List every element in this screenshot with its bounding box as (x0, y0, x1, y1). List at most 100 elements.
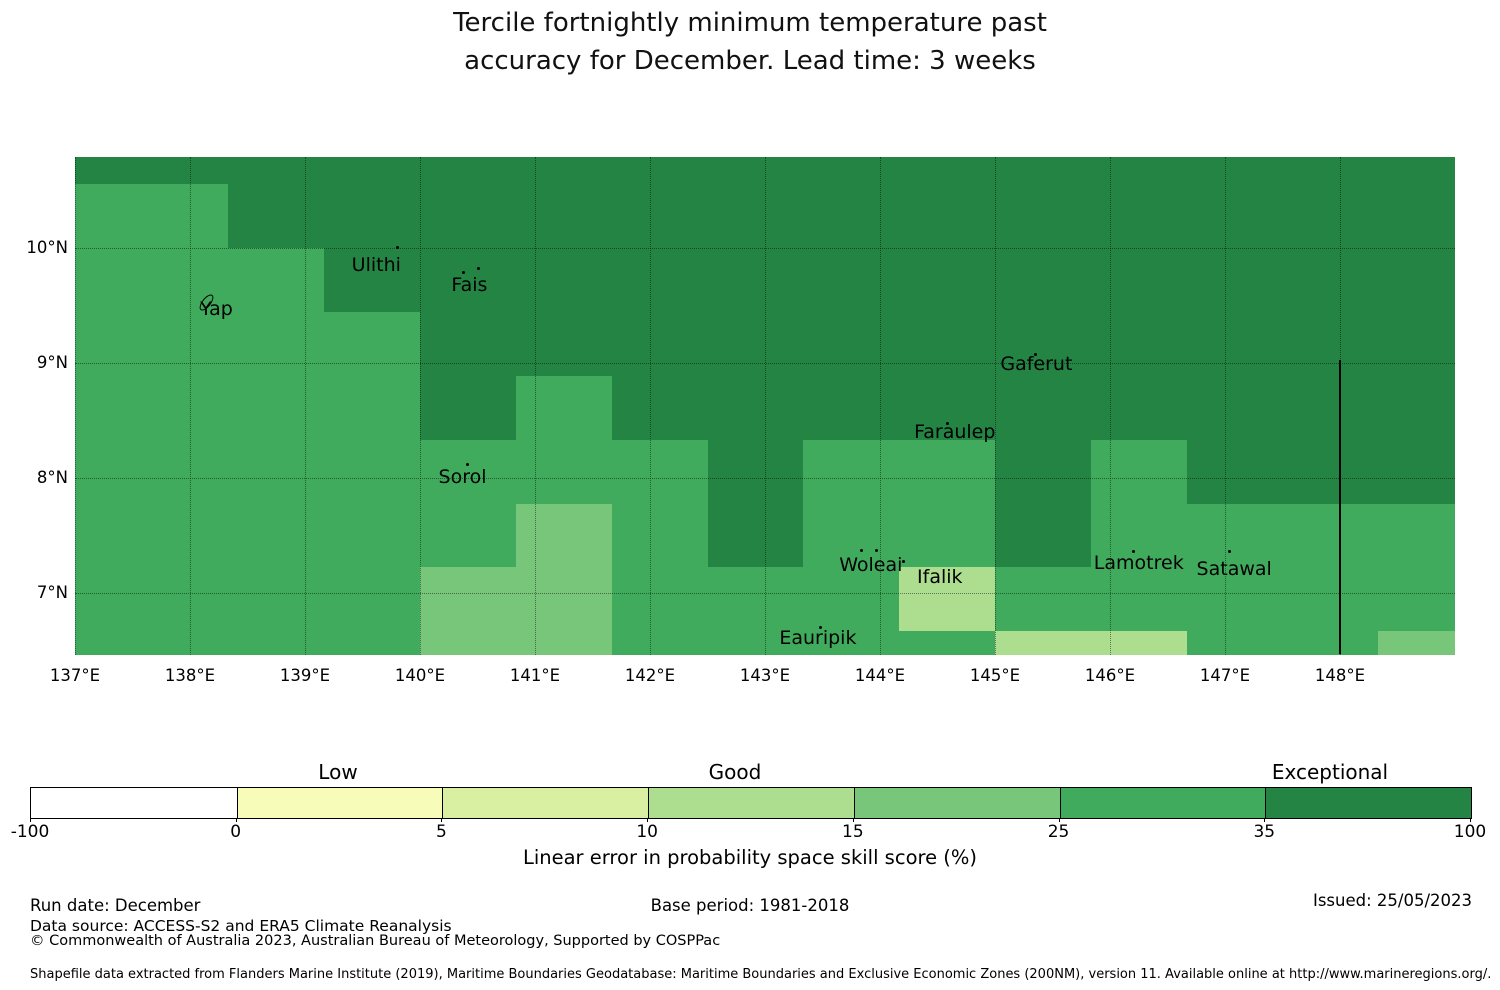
map-cell (899, 567, 996, 633)
map-cell (75, 157, 134, 186)
map-cell (75, 184, 134, 249)
map-cell (707, 247, 805, 313)
map-cell (132, 439, 230, 505)
map-cell (1282, 375, 1380, 441)
colorbar-segment (1059, 788, 1266, 818)
map-cell (1090, 631, 1188, 655)
gridline-meridian (1225, 157, 1226, 655)
map-cell (132, 375, 230, 441)
colorbar-category-label: Exceptional (1271, 760, 1389, 784)
map-cell (228, 157, 326, 186)
gridline-meridian (995, 157, 996, 655)
map-cell (803, 311, 901, 377)
map-cell (995, 375, 1092, 441)
map-cell (1378, 439, 1455, 505)
map-cell (1186, 247, 1284, 313)
island-dot (462, 270, 466, 274)
colorbar-category-label: Low (318, 760, 358, 784)
maritime-boundary-line (1339, 359, 1341, 654)
map-cell (324, 567, 421, 633)
map-cell (132, 567, 230, 633)
gridline-meridian (190, 157, 191, 655)
map-cell (1282, 631, 1380, 655)
island-label: Woleai (839, 554, 903, 577)
map-cell (1090, 311, 1188, 377)
colorbar-tick-mark (1058, 818, 1060, 822)
gridline-meridian (420, 157, 421, 655)
map-cell (75, 247, 134, 313)
map-cell (1378, 157, 1455, 186)
map-canvas: Yap Ulithi Fais Sorol Gaferut Faraulep Woleai I… (75, 157, 1455, 655)
map-cell (515, 439, 613, 505)
map-cell (420, 631, 517, 655)
map-cell (75, 311, 134, 377)
x-tick-label: 139°E (279, 666, 331, 685)
map-cell (420, 157, 517, 186)
map-cell (1090, 503, 1188, 569)
map-cell (611, 157, 709, 186)
map-cell (1090, 567, 1188, 633)
island-label: Eauripik (779, 626, 857, 649)
map-cell (1378, 247, 1455, 313)
gridline-meridian (75, 157, 76, 655)
colorbar-tick-label: 5 (436, 822, 447, 842)
map-cell (707, 567, 805, 633)
map-cell (228, 247, 326, 313)
map-cell (228, 439, 326, 505)
colorbar-axis-label: Linear error in probability space skill … (522, 846, 978, 869)
map-cell (75, 439, 134, 505)
y-tick-label: 10°N (26, 237, 68, 257)
map-cell (611, 311, 709, 377)
map-cell (132, 184, 230, 249)
map-cell (1090, 157, 1188, 186)
map-cell (1378, 311, 1455, 377)
gridline-meridian (1340, 157, 1341, 655)
colorbar-segment (31, 788, 237, 818)
map-cell (995, 247, 1092, 313)
map-cell (1282, 567, 1380, 633)
island-dot (946, 422, 950, 426)
x-tick-label: 137°E (49, 666, 101, 685)
map-cell (132, 311, 230, 377)
map-cell (1186, 503, 1284, 569)
map-cell (515, 631, 613, 655)
map-cell (515, 375, 613, 441)
colorbar-tick-mark (441, 818, 443, 822)
chart-title-line1: Tercile fortnightly minimum temperature … (453, 8, 1047, 38)
map-cell (611, 184, 709, 249)
colorbar-tick-mark (30, 818, 31, 822)
map-cell (707, 631, 805, 655)
map-cell (324, 247, 421, 313)
map-cell (899, 247, 996, 313)
map-cell (228, 503, 326, 569)
map-cell (1186, 157, 1284, 186)
map-cell (1282, 247, 1380, 313)
map-cell (1090, 184, 1188, 249)
map-cell (1186, 567, 1284, 633)
gridline-meridian (535, 157, 536, 655)
map-cell (899, 311, 996, 377)
map-cell (1186, 311, 1284, 377)
map-cell (515, 567, 613, 633)
map-cell (611, 439, 709, 505)
map-cell (132, 503, 230, 569)
island-dot (901, 560, 905, 564)
map-cell (1282, 157, 1380, 186)
colorbar-tick-mark (1470, 818, 1471, 822)
map-cell (1378, 567, 1455, 633)
map-cell (803, 631, 901, 655)
map-cell (1090, 439, 1188, 505)
map-cell (515, 311, 613, 377)
map-cell (995, 631, 1092, 655)
map-cell (1186, 184, 1284, 249)
map-cell (1378, 375, 1455, 441)
gridline-parallel (75, 362, 1455, 364)
map-cell (995, 503, 1092, 569)
map-cell (75, 631, 134, 655)
colorbar-segment (1265, 788, 1471, 818)
map-cell (228, 567, 326, 633)
map-cell (1378, 631, 1455, 655)
map-cell (707, 503, 805, 569)
map-cell (899, 503, 996, 569)
footer-run-date: Run date: December (30, 896, 201, 915)
